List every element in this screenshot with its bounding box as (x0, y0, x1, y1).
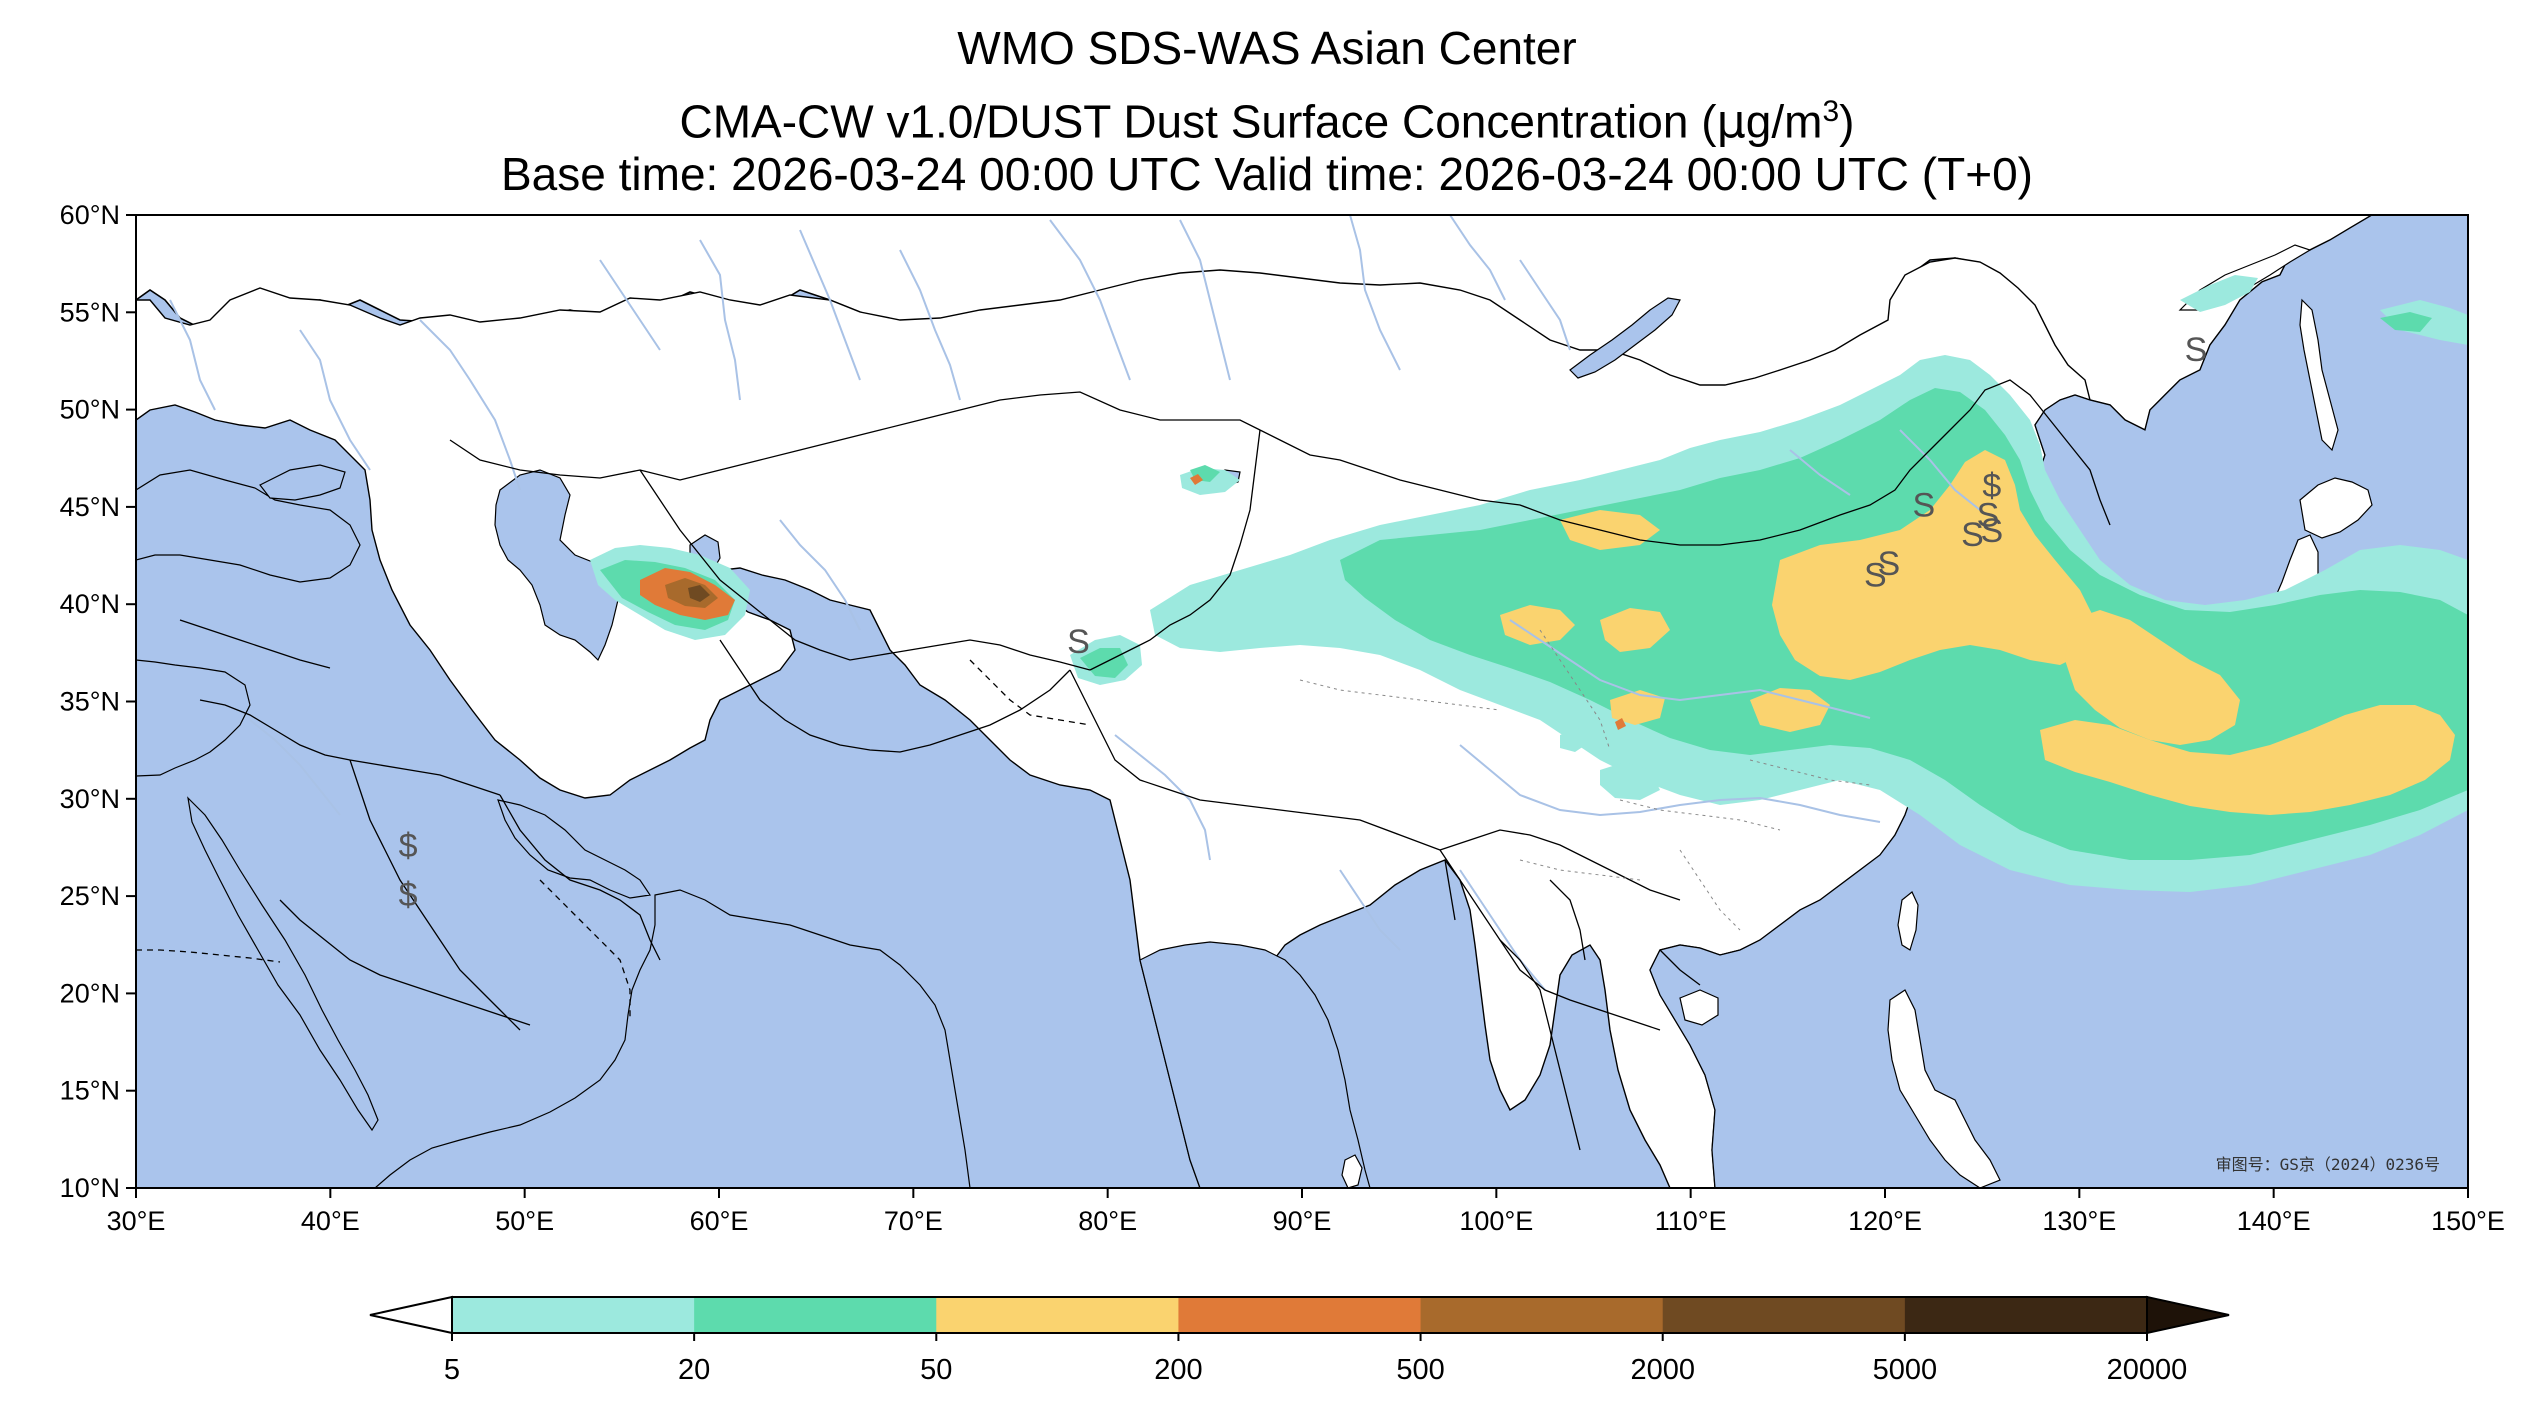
taiwan (1897, 891, 1919, 951)
y-tick-label: 40°N (60, 589, 120, 619)
rivers (169, 215, 1981, 991)
caspian-sea (494, 469, 619, 662)
y-tick-label: 25°N (60, 881, 120, 911)
x-tick-label: 50°E (495, 1206, 554, 1236)
philippines (1887, 989, 2001, 1188)
colorbar-over-extension (2146, 1295, 2230, 1335)
dust-marker: $ (399, 827, 418, 865)
x-tick-label: 120°E (1848, 1206, 1922, 1236)
colorbar-segment (1178, 1297, 1422, 1333)
dust-marker: S (1878, 545, 1901, 583)
colorbar-label: 2000 (1630, 1354, 1695, 1386)
x-tick-label: 110°E (1655, 1206, 1727, 1236)
map-title: WMO SDS-WAS Asian Center (957, 22, 1577, 74)
x-tick-label: 70°E (884, 1206, 943, 1236)
dust-level-2000-5000 (688, 585, 710, 602)
dust-marker: S (1981, 512, 2004, 550)
y-tick-label: 15°N (60, 1076, 120, 1106)
colorbar: 5 20 50 200 500 2000 5000 20000 (369, 1295, 2230, 1386)
colorbar-label: 20 (678, 1354, 710, 1386)
subtitle-prefix: CMA-CW v1.0/DUST Dust Surface Concentrat… (679, 95, 1717, 148)
y-tick-label: 50°N (60, 395, 120, 425)
arabian-sea (374, 889, 971, 1188)
x-tick-label: 100°E (1459, 1206, 1533, 1236)
x-axis: 30°E 40°E 50°E 60°E 70°E 80°E 90°E 100°E 110°E 12… (107, 1188, 2505, 1236)
x-tick-label: 80°E (1078, 1206, 1137, 1236)
colorbar-label: 500 (1396, 1354, 1444, 1386)
country-borders (179, 379, 2111, 1151)
y-axis: 60°N 55°N 50°N 45°N 40°N 35°N 30°N 25°N 20°N 15°N… (60, 200, 136, 1203)
colorbar-segment (936, 1297, 1179, 1333)
x-tick-label: 140°E (2237, 1206, 2311, 1236)
colorbar-frame (451, 1296, 2148, 1334)
colorbar-label: 200 (1154, 1354, 1202, 1386)
colorbar-segment (1904, 1297, 2148, 1333)
x-tick-label: 150°E (2431, 1206, 2505, 1236)
lake-baikal (1569, 297, 1681, 379)
mediterranean-sea (136, 659, 251, 777)
y-tick-label: 20°N (60, 978, 120, 1008)
colorbar-label: 5000 (1873, 1354, 1938, 1386)
colorbar-label: 50 (920, 1354, 952, 1386)
y-tick-label: 60°N (60, 200, 120, 230)
x-tick-label: 30°E (107, 1206, 166, 1236)
x-tick-label: 40°E (301, 1206, 360, 1236)
dust-marker: S (1067, 623, 1090, 661)
dust-marker: $ (399, 876, 418, 914)
azov-sea (259, 464, 346, 501)
colorbar-segment (1420, 1297, 1664, 1333)
hainan (1679, 989, 1719, 1026)
sakhalin (2299, 298, 2339, 452)
colorbar-under-extension (369, 1295, 453, 1335)
colorbar-label: 5 (444, 1354, 460, 1386)
dust-marker: S (1961, 516, 1984, 554)
persian-gulf (497, 799, 652, 899)
province-borders (1299, 629, 1871, 931)
x-tick-label: 130°E (2042, 1206, 2116, 1236)
dust-marker: S (1977, 496, 2000, 534)
colorbar-segment (452, 1297, 695, 1333)
y-tick-label: 55°N (60, 297, 120, 327)
x-tick-label: 90°E (1273, 1206, 1332, 1236)
colorbar-label: 20000 (2107, 1354, 2188, 1386)
unit-g: g/m (1745, 95, 1823, 148)
colorbar-segment (694, 1297, 937, 1333)
y-tick-label: 30°N (60, 784, 120, 814)
y-tick-label: 35°N (60, 687, 120, 717)
sri-lanka (1341, 1154, 1363, 1188)
colorbar-segment (1662, 1297, 1906, 1333)
dust-level-50-200 (1500, 450, 2455, 815)
time-info: Base time: 2026-03-24 00:00 UTC Valid ti… (501, 148, 2033, 200)
y-tick-label: 10°N (60, 1173, 120, 1203)
dust-marker: S (1913, 487, 1936, 525)
x-tick-label: 60°E (690, 1206, 749, 1236)
black-sea (136, 469, 361, 583)
y-tick-label: 45°N (60, 492, 120, 522)
approval-number: 审图号：GS京（2024）0236号 (2216, 1155, 2440, 1174)
dust-marker: S (2185, 331, 2208, 369)
dust-marker: $ (1982, 467, 2001, 505)
dust-concentration-field (590, 275, 2468, 892)
unit-mu: μ (1716, 94, 1746, 149)
japan-hokkaido (2299, 477, 2373, 539)
subtitle-suffix: ) (1839, 95, 1855, 148)
map-subtitle: CMA-CW v1.0/DUST Dust Surface Concentrat… (0, 84, 2534, 149)
red-sea (187, 796, 379, 1132)
map-area (136, 215, 2468, 1188)
disputed-borders (136, 659, 1091, 1020)
bay-of-bengal (1139, 941, 1371, 1188)
unit-superscript: 3 (1822, 95, 1840, 128)
dust-marker: S (1864, 557, 1887, 595)
